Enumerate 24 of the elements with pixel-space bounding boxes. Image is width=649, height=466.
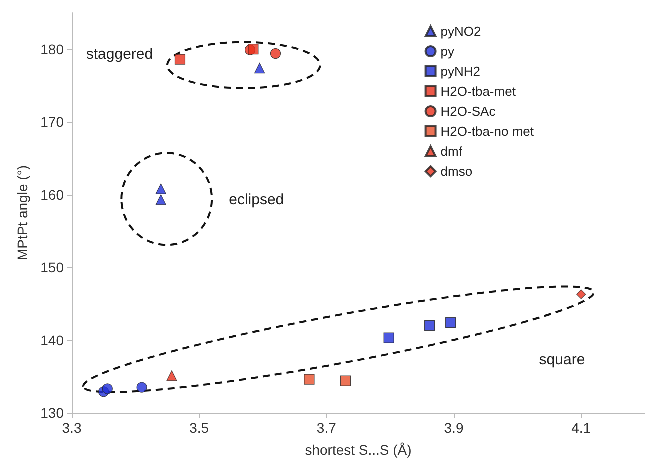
x-tick-label: 3.9 — [444, 420, 464, 436]
legend-label: pyNO2 — [440, 24, 482, 39]
x-tick-label: 3.5 — [190, 420, 210, 436]
x-tick-label: 4.1 — [572, 420, 592, 436]
annotation: square — [539, 351, 586, 368]
legend-label: pyNH2 — [440, 64, 481, 79]
annotation: eclipsed — [229, 191, 284, 208]
y-tick-label: 180 — [40, 41, 64, 58]
y-tick-label: 130 — [40, 405, 64, 421]
legend-label: py — [440, 44, 456, 59]
y-tick-label: 170 — [40, 114, 64, 130]
legend-label: H2O-tba-met — [440, 84, 516, 99]
annotation: staggered — [86, 46, 154, 63]
legend-label: H2O-tba-no met — [440, 124, 534, 139]
legend-label: H2O-SAc — [440, 104, 496, 119]
x-axis-title: shortest S...S (Å) — [305, 442, 412, 458]
y-tick-label: 140 — [40, 332, 64, 348]
legend-label: dmf — [440, 144, 463, 159]
y-tick-label: 150 — [40, 260, 64, 276]
y-axis-title: MPtPt angle (°) — [14, 165, 31, 261]
legend-label: dmso — [440, 164, 473, 179]
x-tick-label: 3.3 — [62, 420, 82, 436]
x-tick-label: 3.7 — [316, 420, 337, 436]
y-tick-label: 160 — [40, 186, 64, 203]
